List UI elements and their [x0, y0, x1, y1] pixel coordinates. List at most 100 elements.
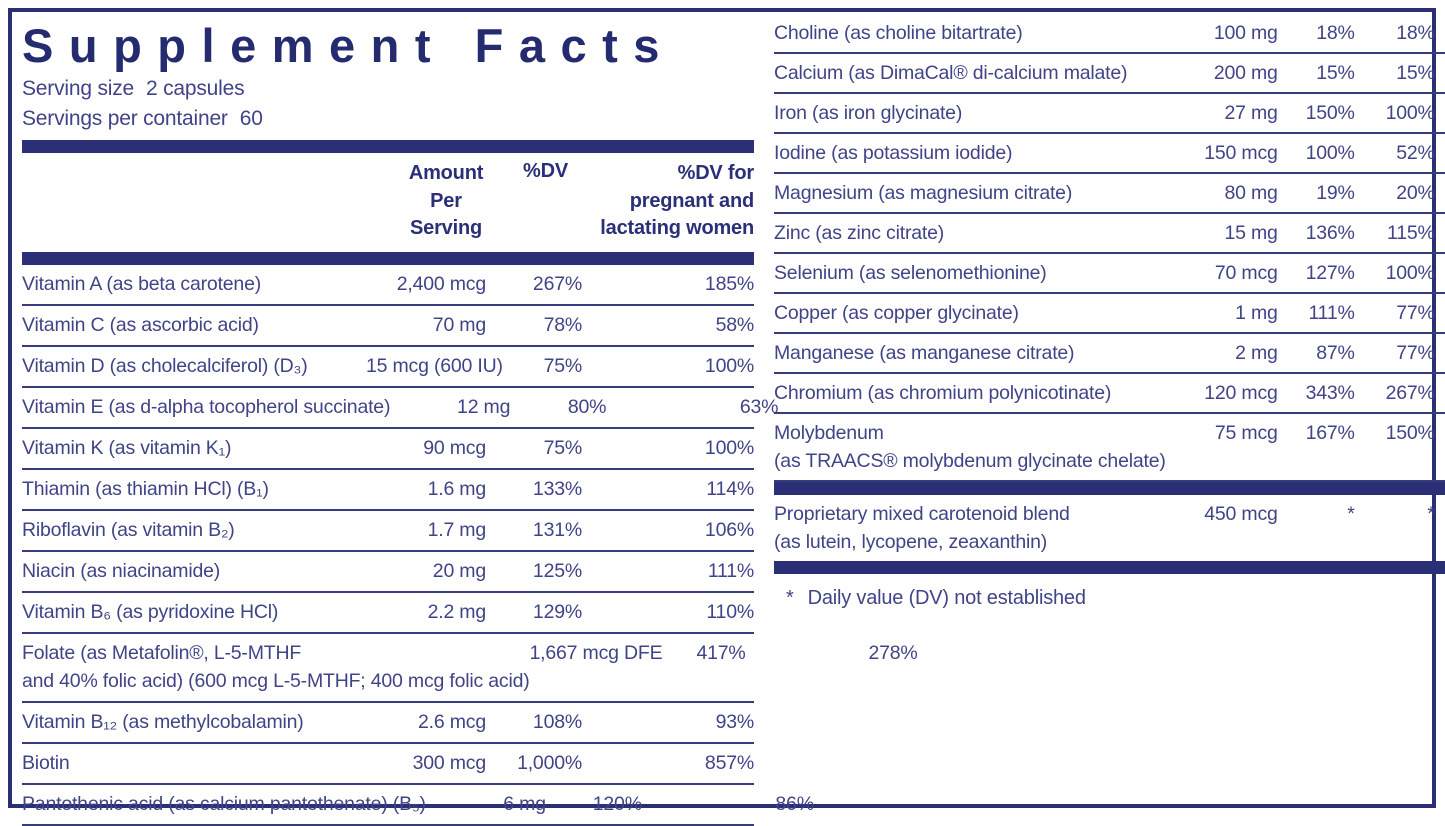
percent-dv-pregnant-value: 106%	[704, 519, 754, 542]
nutrient-row: Niacin (as niacinamide) 20 mg 125% 111%	[22, 552, 754, 594]
percent-dv-value: 120%	[592, 793, 642, 816]
amount-per-serving-value: 20 mg	[432, 560, 486, 583]
percent-dv-value: 127%	[1305, 261, 1355, 284]
nutrient-name: Pantothenic acid (as calcium pantothenat…	[22, 793, 426, 816]
percent-dv-pregnant-value: 86%	[775, 793, 814, 816]
nutrient-row: Calcium (as DimaCal® di-calcium malate) …	[774, 54, 1445, 94]
amount-per-serving-value: 27 mg	[1224, 101, 1278, 124]
nutrient-name-line1: Copper (as copper glycinate)	[774, 301, 1019, 324]
nutrient-row: Iodine (as potassium iodide) 150 mcg 100…	[774, 134, 1445, 174]
nutrient-name-line2: (as TRAACS® molybdenum glycinate chelate…	[774, 449, 1166, 472]
nutrient-name-line1: Pantothenic acid (as calcium pantothenat…	[22, 793, 426, 816]
mineral-table: Choline (as choline bitartrate) 100 mg 1…	[774, 14, 1445, 482]
percent-dv-value: 18%	[1316, 21, 1355, 44]
nutrient-name-line1: Biotin	[22, 752, 70, 775]
percent-dv-value: *	[1347, 502, 1355, 525]
nutrient-name: Folate (as Metafolin®, L-5-MTHF and 40% …	[22, 642, 530, 693]
percent-dv-value: 133%	[532, 478, 582, 501]
percent-dv-value: 131%	[532, 519, 582, 542]
section-bar	[22, 252, 754, 266]
nutrient-name-line2: (as lutein, lycopene, zeaxanthin)	[774, 530, 1048, 553]
amount-per-serving-value: 15 mcg (600 IU)	[366, 355, 503, 378]
nutrient-name-line1: Iron (as iron glycinate)	[774, 101, 963, 124]
nutrient-name-line1: Proprietary mixed carotenoid blend	[774, 502, 1070, 525]
nutrient-row: Selenium (as selenomethionine) 70 mcg 12…	[774, 254, 1445, 294]
nutrient-name: Molybdenum (as TRAACS® molybdenum glycin…	[774, 422, 1166, 473]
percent-dv-value: 100%	[1305, 141, 1355, 164]
nutrient-name: Biotin	[22, 752, 366, 775]
nutrient-row: Magnesium (as magnesium citrate) 80 mg 1…	[774, 174, 1445, 214]
percent-dv-value: 75%	[543, 437, 583, 460]
nutrient-name: Vitamin B₁₂ (as methylcobalamin)	[22, 711, 366, 734]
nutrient-name-line1: Selenium (as selenomethionine)	[774, 261, 1047, 284]
nutrient-name-line1: Calcium (as DimaCal® di-calcium malate)	[774, 61, 1128, 84]
nutrient-name: Vitamin A (as beta carotene)	[22, 273, 366, 296]
nutrient-name: Selenium (as selenomethionine)	[774, 262, 1166, 285]
percent-dv-value: 1,000%	[517, 752, 582, 775]
section-bar	[774, 561, 1445, 574]
percent-dv-value: 167%	[1305, 421, 1355, 444]
nutrient-row: Thiamin (as thiamin HCl) (B₁) 1.6 mg 133…	[22, 470, 754, 512]
percent-dv-pregnant-value: 115%	[1387, 221, 1435, 244]
percent-dv-value: 136%	[1305, 221, 1355, 244]
nutrient-row: Vitamin B₆ (as pyridoxine HCl) 2.2 mg 12…	[22, 593, 754, 635]
nutrient-row: Copper (as copper glycinate) 1 mg 111% 7…	[774, 294, 1445, 334]
percent-dv-pregnant-value: 111%	[707, 560, 754, 583]
percent-dv-value: 111%	[1308, 301, 1355, 324]
nutrient-name: Manganese (as manganese citrate)	[774, 342, 1166, 365]
nutrient-row: Vitamin B₁₂ (as methylcobalamin) 2.6 mcg…	[22, 703, 755, 745]
amount-per-serving-value: 200 mg	[1213, 61, 1278, 84]
nutrient-name-line1: Vitamin B₆ (as pyridoxine HCl)	[22, 601, 279, 624]
amount-per-serving-value: 2 mg	[1235, 341, 1278, 364]
nutrient-name-line1: Vitamin C (as ascorbic acid)	[22, 314, 259, 337]
percent-dv-pregnant-value: 278%	[868, 642, 918, 665]
section-bar	[774, 482, 1445, 495]
left-column: Supplement Facts Serving size 2 capsules …	[12, 12, 918, 826]
amount-per-serving-value: 300 mcg	[412, 752, 487, 775]
amount-per-serving-value: 70 mcg	[1214, 261, 1278, 284]
amount-per-serving-value: 2,400 mcg	[396, 273, 486, 296]
servings-per-container: Servings per container 60	[22, 104, 754, 134]
amount-per-serving-value: 1,667 mcg DFE	[529, 642, 663, 665]
nutrient-row: Iron (as iron glycinate) 27 mg 150% 100%	[774, 94, 1445, 134]
nutrient-name-line1: Magnesium (as magnesium citrate)	[774, 181, 1073, 204]
percent-dv-value: 150%	[1305, 101, 1355, 124]
amount-per-serving-value: 150 mcg	[1204, 141, 1278, 164]
nutrient-name: Riboflavin (as vitamin B₂)	[22, 519, 366, 542]
nutrient-row: Vitamin D (as cholecalciferol) (D₃) 15 m…	[22, 347, 754, 389]
nutrient-name: Magnesium (as magnesium citrate)	[774, 182, 1166, 205]
nutrient-row: Pantothenic acid (as calcium pantothenat…	[22, 785, 814, 826]
nutrient-name: Choline (as choline bitartrate)	[774, 22, 1166, 45]
header-percent-dv-pregnant: %DV for pregnant and lactating women	[600, 162, 754, 240]
nutrient-row: Biotin 300 mcg 1,000% 857%	[22, 744, 754, 786]
nutrient-name-line1: Vitamin K (as vitamin K₁)	[22, 437, 232, 460]
amount-per-serving-value: 2.6 mcg	[418, 711, 486, 734]
amount-per-serving-value: 120 mcg	[1204, 381, 1278, 404]
amount-per-serving-value: 6 mg	[503, 793, 546, 816]
nutrient-name: Iodine (as potassium iodide)	[774, 142, 1166, 165]
nutrient-name-line1: Folate (as Metafolin®, L-5-MTHF	[22, 642, 302, 665]
percent-dv-value: 78%	[543, 314, 583, 337]
amount-per-serving-value: 12 mg	[457, 396, 511, 419]
nutrient-name-line1: Manganese (as manganese citrate)	[774, 341, 1075, 364]
amount-per-serving-value: 450 mcg	[1204, 502, 1278, 525]
percent-dv-pregnant-value: 93%	[715, 711, 755, 734]
footnote: * Daily value (DV) not established	[774, 587, 1445, 610]
amount-per-serving-value: 15 mg	[1224, 221, 1278, 244]
nutrient-name: Vitamin D (as cholecalciferol) (D₃)	[22, 355, 366, 378]
serving-size: Serving size 2 capsules	[22, 74, 754, 104]
percent-dv-pregnant-value: 77%	[1396, 301, 1435, 324]
percent-dv-pregnant-value: 100%	[704, 355, 754, 378]
nutrient-row: Vitamin K (as vitamin K₁) 90 mcg 75% 100…	[22, 429, 754, 471]
amount-per-serving-value: 80 mg	[1224, 181, 1278, 204]
nutrient-name: Proprietary mixed carotenoid blend (as l…	[774, 503, 1166, 554]
percent-dv-pregnant-value: *	[1427, 502, 1435, 525]
header-percent-dv: %DV	[523, 160, 568, 183]
nutrient-name: Niacin (as niacinamide)	[22, 560, 366, 583]
header-spacer	[22, 160, 366, 242]
nutrient-name-line1: Thiamin (as thiamin HCl) (B₁)	[22, 478, 269, 501]
nutrient-name: Vitamin B₆ (as pyridoxine HCl)	[22, 601, 366, 624]
table-header: Amount Per Serving %DV %DV for pregnant …	[22, 153, 754, 252]
amount-per-serving-value: 2.2 mg	[427, 601, 487, 624]
percent-dv-pregnant-value: 114%	[706, 478, 754, 501]
